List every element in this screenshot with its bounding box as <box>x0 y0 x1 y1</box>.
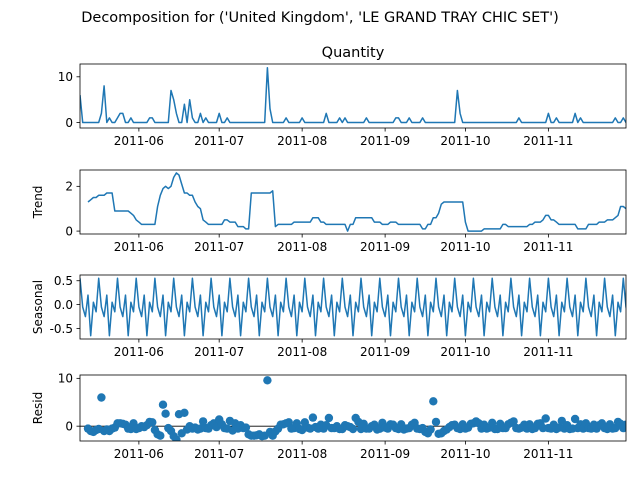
y-tick-label: 2 <box>65 180 73 194</box>
y-tick-label: 0.5 <box>54 274 73 288</box>
x-tick-label: 2011-07 <box>194 345 244 359</box>
y-tick-label: 0 <box>65 116 73 130</box>
axes-frame <box>80 64 626 128</box>
data-point <box>432 418 440 426</box>
plot-area <box>80 68 640 123</box>
x-tick-label: 2011-07 <box>194 240 244 254</box>
panel-3: Seasonal 2011-06 2011-07 2011-08 2011-09 2011… <box>31 274 640 359</box>
x-tick-label: 2011-09 <box>360 447 410 461</box>
x-tick-label: 2011-08 <box>277 240 327 254</box>
x-tick-label: 2011-08 <box>277 345 327 359</box>
data-point <box>426 425 434 433</box>
x-tick-label: 2011-09 <box>360 134 410 148</box>
x-tick-label: 2011-06 <box>114 447 164 461</box>
x-tick-label: 2011-11 <box>523 447 573 461</box>
plot-area <box>80 376 640 444</box>
data-point <box>309 413 317 421</box>
data-point <box>627 425 635 433</box>
data-point <box>325 414 333 422</box>
x-tick-label: 2011-10 <box>440 134 490 148</box>
x-tick-label: 2011-10 <box>440 345 490 359</box>
y-tick-label: 10 <box>58 70 73 84</box>
plot-area <box>88 173 640 231</box>
y-tick-label: 10 <box>58 372 73 386</box>
data-point <box>180 409 188 417</box>
x-tick-label: 2011-06 <box>114 240 164 254</box>
x-tick-label: 2011-08 <box>277 134 327 148</box>
data-point <box>148 418 156 426</box>
x-tick-label: 2011-11 <box>523 134 573 148</box>
data-point <box>263 376 271 384</box>
series-line <box>80 68 640 123</box>
data-point <box>156 432 164 440</box>
y-tick-label: -0.5 <box>50 322 73 336</box>
data-point <box>429 397 437 405</box>
x-tick-label: 2011-09 <box>360 345 410 359</box>
data-point <box>349 425 357 433</box>
y-axis-label: Trend <box>31 186 45 220</box>
x-tick-label: 2011-11 <box>523 345 573 359</box>
x-tick-label: 2011-10 <box>440 447 490 461</box>
y-tick-label: 0 <box>65 419 73 433</box>
plot-area <box>80 278 640 335</box>
x-tick-label: 2011-07 <box>194 447 244 461</box>
y-tick-label: 0 <box>65 224 73 238</box>
x-tick-label: 2011-08 <box>277 447 327 461</box>
panel-title: Quantity <box>322 45 385 61</box>
panel-1: Quantity 2011-06 2011-07 2011-08 2011-09 2011… <box>58 45 640 148</box>
data-point <box>161 410 169 418</box>
data-point <box>97 393 105 401</box>
x-tick-label: 2011-09 <box>360 240 410 254</box>
x-tick-label: 2011-10 <box>440 240 490 254</box>
x-tick-label: 2011-11 <box>523 240 573 254</box>
data-point <box>635 404 640 412</box>
y-axis-label: Resid <box>31 392 45 424</box>
panel-2: Trend 2011-06 2011-07 2011-08 2011-09 2011-10… <box>31 170 640 254</box>
series-line <box>80 278 640 335</box>
data-point <box>633 425 640 433</box>
x-tick-label: 2011-06 <box>114 134 164 148</box>
data-point <box>542 414 550 422</box>
y-axis-label: Seasonal <box>31 280 45 334</box>
panel-4: Resid 2011-06 2011-07 2011-08 2011-09 2011-10… <box>31 372 640 461</box>
x-tick-label: 2011-07 <box>194 134 244 148</box>
data-point <box>630 423 638 431</box>
figure-title: Decomposition for ('United Kingdom', 'LE… <box>81 10 558 26</box>
y-tick-label: 0.0 <box>54 298 73 312</box>
data-point <box>159 401 167 409</box>
series-line <box>88 173 640 231</box>
x-tick-label: 2011-06 <box>114 345 164 359</box>
